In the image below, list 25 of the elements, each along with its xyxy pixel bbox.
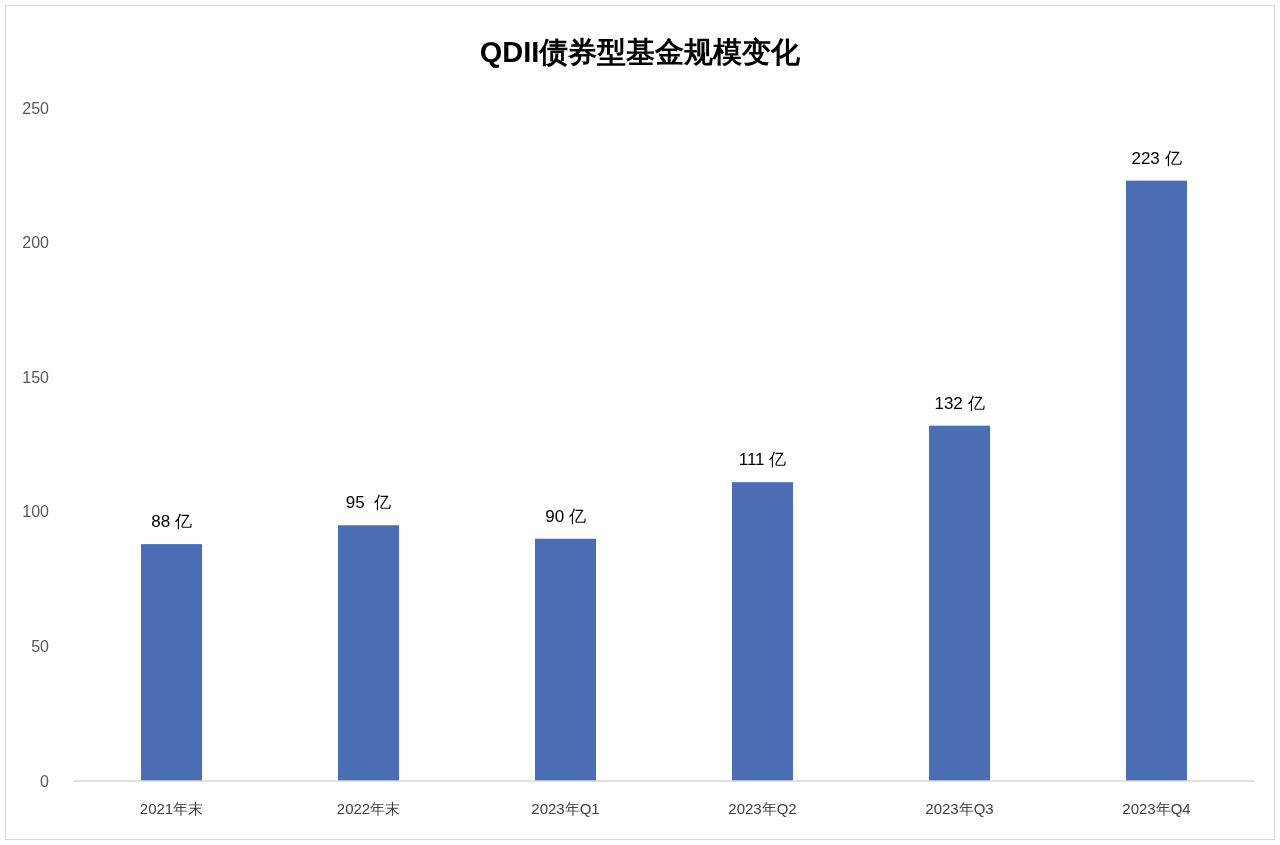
x-tick-label: 2023年Q3 <box>925 800 994 817</box>
chart-title: QDII债券型基金规模变化 <box>479 36 802 68</box>
y-tick-label: 200 <box>22 234 50 252</box>
data-label: 95 亿 <box>345 493 392 513</box>
data-label: 88 亿 <box>151 512 192 532</box>
x-tick-label: 2022年末 <box>336 800 401 817</box>
bar <box>534 538 597 781</box>
data-label: 90 亿 <box>545 506 586 526</box>
bar <box>1125 180 1188 781</box>
bar <box>731 482 794 781</box>
y-tick-label: 250 <box>22 99 50 117</box>
bar <box>928 425 991 781</box>
x-tick-label: 2023年Q2 <box>728 800 797 817</box>
data-label: 111 亿 <box>738 450 787 470</box>
x-tick-label: 2023年Q4 <box>1122 800 1191 817</box>
y-tick-label: 150 <box>22 368 50 386</box>
data-label: 223 亿 <box>1131 148 1182 168</box>
x-tick-label: 2023年Q1 <box>531 800 600 817</box>
y-tick-label: 50 <box>31 638 50 655</box>
y-tick-label: 0 <box>40 772 50 790</box>
bar <box>140 544 203 781</box>
data-label: 132 亿 <box>934 393 985 413</box>
y-tick-label: 100 <box>22 503 50 521</box>
bar <box>337 525 400 781</box>
x-tick-label: 2021年末 <box>139 800 204 817</box>
